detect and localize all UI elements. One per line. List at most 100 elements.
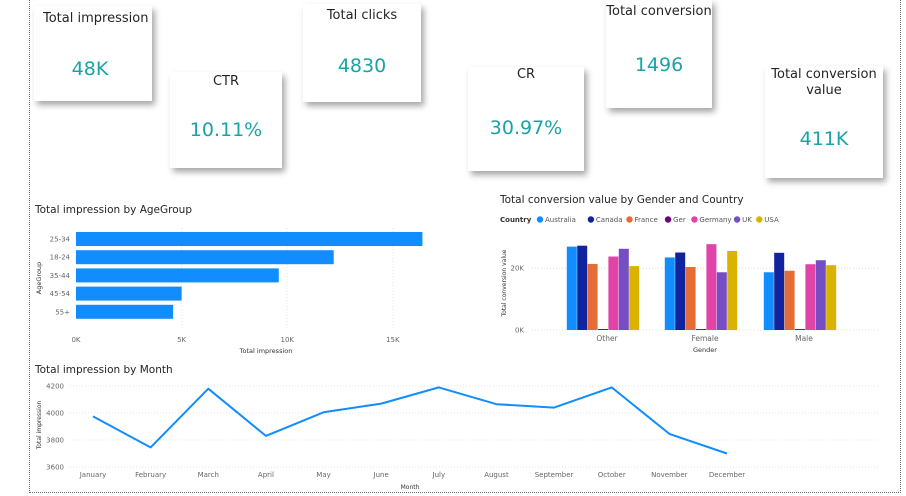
legend-label: USA — [764, 216, 779, 224]
legend-label: Australia — [545, 216, 576, 224]
gender-bar — [815, 260, 826, 330]
month-x-tick-label: August — [484, 471, 509, 479]
gender-bar — [566, 246, 577, 330]
age-x-tick-label: 0K — [71, 336, 80, 344]
month-x-tick-label: February — [135, 471, 166, 479]
month-x-tick-label: May — [316, 471, 330, 479]
gender-bar — [587, 263, 598, 330]
gender-bar — [706, 244, 717, 330]
gender-bar — [784, 270, 795, 330]
month-x-axis-title: Month — [401, 484, 420, 491]
card-value: 4830 — [337, 55, 387, 77]
age-y-tick-label: 55+ — [55, 308, 70, 316]
card-ctr[interactable]: CTR 10.11% — [170, 72, 282, 168]
gender-bar — [826, 265, 837, 330]
month-x-tick-label: October — [598, 471, 626, 479]
card-total-clicks[interactable]: Total clicks 4830 — [303, 4, 421, 102]
card-value: 411K — [799, 128, 849, 150]
card-title: Total clicks — [326, 8, 398, 23]
gender-bar — [805, 264, 816, 330]
legend-title: Country — [500, 216, 532, 224]
month-line — [92, 386, 728, 455]
gender-bar — [795, 329, 805, 330]
gender-x-tick-label: Other — [596, 334, 618, 343]
legend-marker — [536, 216, 544, 223]
month-y-tick-label: 4200 — [46, 383, 64, 391]
card-total-conversion[interactable]: Total conversion 1496 — [606, 0, 712, 108]
gender-x-tick-label: Male — [795, 334, 813, 343]
gender-bar — [675, 252, 686, 330]
gender-y-axis-title: Total conversion value — [501, 249, 508, 317]
gender-bar — [598, 329, 608, 330]
age-bar — [76, 232, 423, 246]
canvas-border — [29, 0, 901, 493]
age-y-tick-label: 18-24 — [50, 254, 71, 262]
legend-marker — [733, 216, 741, 223]
card-title: Total impression — [43, 11, 149, 26]
legend-marker — [626, 216, 633, 223]
card-total-conversion-value[interactable]: Total conversion value 411K — [765, 66, 883, 178]
legend-label: France — [635, 216, 658, 224]
age-x-tick-label: 5K — [177, 336, 186, 344]
gender-y-tick-label: 20K — [511, 265, 525, 273]
age-y-tick-label: 25-34 — [50, 236, 71, 244]
card-total-impression[interactable]: Total impression 48K — [34, 6, 152, 101]
gender-bar — [727, 250, 738, 330]
gender-x-tick-label: Female — [691, 334, 719, 343]
month-x-tick-label: June — [373, 471, 389, 479]
age-y-axis-title: AgeGroup — [35, 262, 43, 294]
month-x-tick-label: December — [709, 471, 745, 479]
legend-label: Canada — [596, 216, 623, 224]
card-title: Total conversion value — [771, 67, 877, 98]
month-y-tick-label: 3800 — [46, 437, 64, 445]
age-x-axis-title: Total impression — [239, 347, 293, 355]
age-x-tick-label: 10K — [280, 336, 294, 344]
month-y-axis-title: Total impression — [36, 400, 43, 450]
card-value: 10.11% — [189, 119, 263, 141]
gender-bar — [577, 245, 588, 330]
month-x-tick-label: March — [198, 471, 219, 479]
card-title: CTR — [212, 74, 240, 89]
gender-x-axis-title: Gender — [693, 346, 717, 354]
card-value: 48K — [71, 58, 109, 80]
month-x-tick-label: November — [651, 471, 688, 479]
age-bar — [76, 304, 174, 319]
gender-bar — [629, 266, 640, 330]
legend-marker — [664, 216, 672, 223]
month-x-tick-label: January — [79, 471, 107, 479]
card-cr[interactable]: CR 30.97% — [468, 67, 584, 171]
card-value: 1496 — [634, 54, 684, 76]
card-value: 30.97% — [489, 117, 563, 139]
gender-bar — [685, 267, 696, 330]
age-x-tick-label: 15K — [386, 336, 400, 344]
gender-bar — [608, 256, 619, 330]
gender-chart-title: Total conversion value by Gender and Cou… — [500, 194, 744, 206]
gender-bar — [664, 257, 675, 330]
legend-marker — [691, 216, 698, 223]
age-y-tick-label: 35-44 — [50, 272, 71, 280]
card-title: CR — [516, 67, 536, 82]
legend-label: Germany — [699, 216, 731, 224]
month-x-tick-label: September — [535, 471, 574, 479]
age-chart-title: Total impression by AgeGroup — [35, 204, 192, 216]
gender-bar — [763, 272, 774, 330]
age-bar — [76, 286, 182, 301]
month-y-tick-label: 3600 — [46, 464, 64, 472]
legend-label: UK — [742, 216, 752, 224]
gender-bar — [774, 252, 785, 330]
gender-y-tick-label: 0K — [515, 327, 524, 335]
age-y-tick-label: 45-54 — [50, 290, 71, 298]
gender-bar — [696, 329, 706, 330]
card-title: Total conversion — [606, 4, 712, 19]
gender-bar — [716, 272, 727, 330]
gender-bar — [618, 248, 629, 330]
month-x-tick-label: July — [432, 471, 446, 479]
month-chart-title: Total impression by Month — [35, 364, 173, 376]
age-bar — [76, 268, 279, 283]
age-bar — [76, 250, 334, 265]
legend-marker — [756, 216, 763, 223]
legend-label: Ger — [673, 216, 686, 224]
legend-marker — [587, 216, 595, 223]
